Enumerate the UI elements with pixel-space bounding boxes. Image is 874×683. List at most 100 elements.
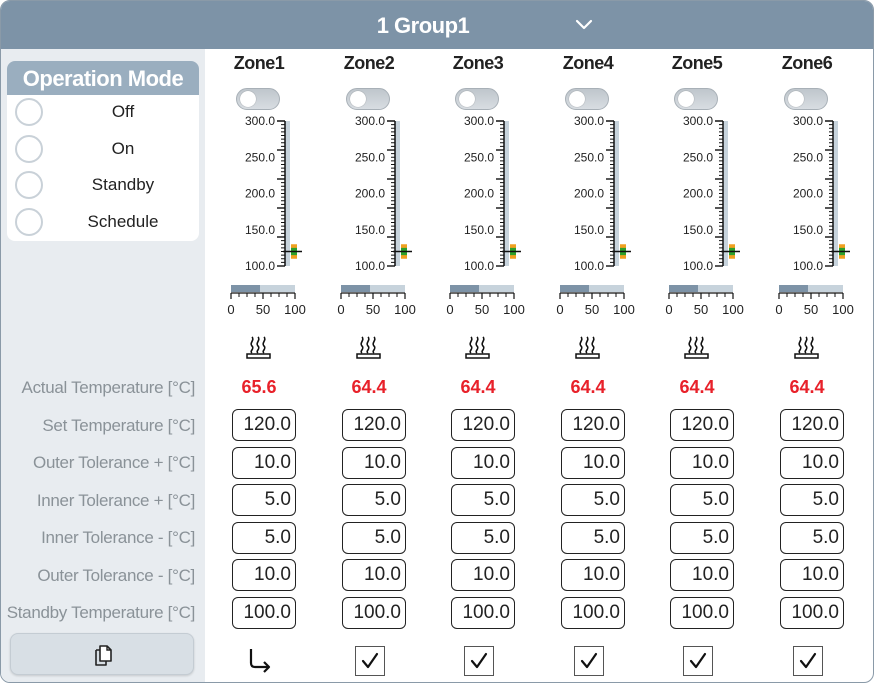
zone-enable-toggle[interactable] [236,88,280,110]
copy-settings-checkbox[interactable] [793,646,823,676]
temperature-scale: 300.0 250.0 200.0 150.0 100.0 [464,114,521,271]
standby-temperature-input[interactable]: 100.0 [232,597,296,629]
outer-tolerance-plus-input[interactable]: 10.0 [342,447,406,479]
power-output-bar [779,285,843,292]
mode-option-label: Standby [91,175,155,194]
scale-tick-label: 250.0 [574,150,604,164]
zone-enable-toggle[interactable] [784,88,828,110]
mode-option-label: Schedule [87,211,159,231]
zone-enable-toggle[interactable] [565,88,609,110]
power-output-fill [669,285,698,292]
power-output-fill [560,285,589,292]
heating-icon [465,336,490,359]
checkmark-icon [580,652,598,669]
inner-tolerance-minus-input[interactable]: 5.0 [232,522,296,554]
set-temperature-input[interactable]: 120.0 [451,409,515,441]
outer-tolerance-plus-input[interactable]: 10.0 [670,447,734,479]
outer-tolerance-minus-input[interactable]: 10.0 [342,559,406,591]
zone-column-3: Zone3 300.0 250.0 200.0 150.0 100.0 0 50 100 64.4… [424,49,532,682]
power-scale: 0 50 100 [227,292,306,317]
power-tick-label: 100 [832,302,854,317]
set-temperature-input[interactable]: 120.0 [670,409,734,441]
copy-settings-checkbox[interactable] [464,646,494,676]
zone-enable-toggle[interactable] [346,88,390,110]
power-output-bar [669,285,733,292]
zone-name: Zone5 [671,53,723,73]
inner-tolerance-minus-input[interactable]: 5.0 [670,522,734,554]
inner-tolerance-plus-input[interactable]: 5.0 [670,484,734,516]
scale-tick-label: 250.0 [245,150,275,164]
standby-temperature-label: Standby Temperature [°C] [6,603,196,622]
set-temperature-input[interactable]: 120.0 [232,409,296,441]
inner-tolerance-minus-input[interactable]: 5.0 [561,522,625,554]
outer-tolerance-minus-input[interactable]: 10.0 [232,559,296,591]
radio-button[interactable] [15,134,43,163]
thermometer-column [395,121,400,266]
power-output-bar [450,285,514,292]
outer-tolerance-minus-input[interactable]: 10.0 [561,559,625,591]
mode-option-on[interactable]: On [7,132,199,169]
inner-tolerance-minus-input[interactable]: 5.0 [451,522,515,554]
set-temperature-input[interactable]: 120.0 [780,409,844,441]
power-scale: 0 50 100 [665,292,744,317]
heating-icon [575,336,600,359]
inner-tolerance-plus-input[interactable]: 5.0 [342,484,406,516]
zone-name: Zone4 [562,53,614,73]
outer-tolerance-plus-input[interactable]: 10.0 [561,447,625,479]
outer-tolerance-plus-input[interactable]: 10.0 [232,447,296,479]
outer-tolerance-minus-input[interactable]: 10.0 [780,559,844,591]
inner-tolerance-minus-input[interactable]: 5.0 [342,522,406,554]
set-temperature-input[interactable]: 120.0 [561,409,625,441]
copy-settings-checkbox[interactable] [574,646,604,676]
checkmark-icon [799,652,817,669]
toggle-knob [788,91,804,107]
zone-column-2: Zone2 300.0 250.0 200.0 150.0 100.0 0 50 100 64.4… [315,49,423,682]
standby-temperature-input[interactable]: 100.0 [561,597,625,629]
chevron-down-icon[interactable] [573,17,595,33]
thermometer-column [285,121,290,266]
scale-tick-label: 250.0 [683,150,713,164]
zone-enable-toggle[interactable] [455,88,499,110]
inner-tolerance-minus-input[interactable]: 5.0 [780,522,844,554]
outer-tolerance-plus-input[interactable]: 10.0 [451,447,515,479]
standby-temperature-input[interactable]: 100.0 [342,597,406,629]
inner-tolerance-plus-input[interactable]: 5.0 [561,484,625,516]
outer-tolerance-minus-input[interactable]: 10.0 [670,559,734,591]
inner-tolerance-plus-input[interactable]: 5.0 [451,484,515,516]
scale-tick-label: 150.0 [245,223,275,237]
group-title[interactable]: 1 Group1 [376,13,470,38]
power-tick-label: 50 [585,302,599,317]
mode-option-standby[interactable]: Standby [7,168,199,205]
copy-settings-checkbox[interactable] [355,646,385,676]
standby-temperature-input[interactable]: 100.0 [451,597,515,629]
zone-enable-toggle[interactable] [674,88,718,110]
copy-button[interactable] [10,633,194,675]
power-tick-label: 50 [475,302,489,317]
group-header[interactable]: 1 Group1 [1,1,873,49]
set-temperature-input[interactable]: 120.0 [342,409,406,441]
temperature-scale: 300.0 250.0 200.0 150.0 100.0 [793,114,850,271]
radio-button[interactable] [15,171,43,199]
scale-tick-label: 200.0 [464,187,494,201]
power-tick-label: 100 [613,302,635,317]
scale-tick-label: 200.0 [355,187,385,201]
mode-option-schedule[interactable]: Schedule [7,205,199,242]
standby-temperature-input[interactable]: 100.0 [780,597,844,629]
outer-tolerance-minus-input[interactable]: 10.0 [451,559,515,591]
standby-temperature-input[interactable]: 100.0 [670,597,734,629]
scale-tick-label: 150.0 [793,223,823,237]
power-tick-label: 100 [394,302,416,317]
mode-option-off[interactable]: Off [7,95,199,132]
outer-tolerance-plus-input[interactable]: 10.0 [780,447,844,479]
actual-temperature-label: Actual Temperature [°C] [21,378,196,397]
radio-button[interactable] [15,98,43,126]
inner-tolerance-plus-input[interactable]: 5.0 [780,484,844,516]
heating-icon [246,336,271,359]
radio-button[interactable] [15,207,43,236]
temperature-scale: 300.0 250.0 200.0 150.0 100.0 [245,114,302,271]
link-arrow-icon[interactable] [245,646,275,676]
copy-settings-checkbox[interactable] [683,646,713,676]
inner-tolerance-plus-input[interactable]: 5.0 [232,484,296,516]
scale-tick-label: 100.0 [574,259,604,271]
scale-tick-label: 100.0 [245,259,275,271]
